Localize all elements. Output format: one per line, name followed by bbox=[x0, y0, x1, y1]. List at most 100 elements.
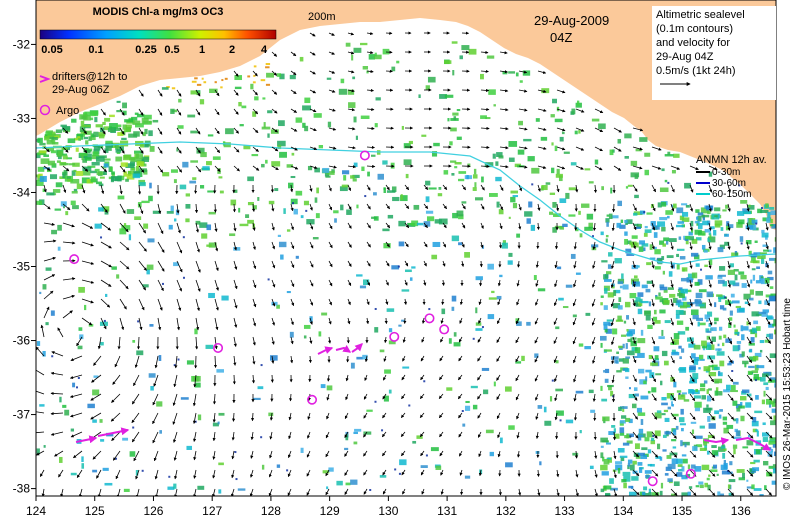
chl-patch bbox=[81, 463, 85, 469]
chl-patch bbox=[752, 467, 760, 472]
chl-patch bbox=[681, 392, 687, 395]
chl-patch bbox=[625, 376, 629, 379]
chl-patch bbox=[744, 362, 747, 368]
chl-patch bbox=[707, 210, 711, 215]
chl-patch bbox=[60, 162, 69, 166]
chl-patch bbox=[650, 463, 655, 467]
chl-patch bbox=[128, 234, 132, 241]
velocity-arrow bbox=[173, 374, 178, 388]
chl-patch bbox=[36, 180, 44, 186]
chl-patch bbox=[309, 316, 313, 323]
chl-patch bbox=[433, 142, 440, 147]
chl-patch bbox=[756, 326, 761, 331]
velocity-arrow bbox=[135, 488, 140, 496]
velocity-arrow bbox=[116, 488, 121, 496]
chl-patch bbox=[221, 79, 224, 82]
velocity-arrow bbox=[517, 260, 521, 268]
chl-patch bbox=[741, 334, 745, 341]
velocity-arrow bbox=[670, 469, 678, 477]
chl-patch bbox=[265, 66, 270, 69]
chl-patch bbox=[126, 209, 135, 214]
chl-patch bbox=[99, 176, 105, 179]
anmn-legend-label: 30-60m bbox=[712, 178, 746, 189]
chl-patch bbox=[52, 189, 61, 193]
chl-patch bbox=[662, 449, 667, 452]
velocity-arrow bbox=[41, 488, 45, 496]
chl-patch bbox=[701, 464, 710, 471]
velocity-arrow bbox=[214, 317, 219, 331]
chl-patch bbox=[115, 144, 119, 149]
velocity-arrow bbox=[366, 126, 375, 131]
chl-patch bbox=[773, 451, 776, 457]
chl-patch bbox=[600, 385, 603, 391]
velocity-arrow bbox=[573, 393, 577, 402]
chl-patch bbox=[194, 382, 201, 388]
velocity-arrow bbox=[593, 184, 598, 194]
chl-patch bbox=[134, 150, 143, 154]
velocity-arrow bbox=[157, 203, 162, 215]
velocity-arrow bbox=[573, 279, 577, 288]
chl-patch bbox=[766, 333, 771, 338]
chl-patch bbox=[754, 333, 758, 338]
chl-patch bbox=[772, 444, 776, 448]
chl-patch bbox=[654, 412, 662, 419]
velocity-arrow bbox=[309, 127, 317, 132]
chl-patch bbox=[261, 464, 265, 470]
drifter-tracks bbox=[75, 343, 772, 451]
chl-patch bbox=[701, 244, 706, 250]
chl-patch bbox=[712, 464, 718, 469]
chl-patch bbox=[714, 390, 718, 396]
chl-patch bbox=[740, 274, 747, 280]
chl-patch bbox=[628, 491, 637, 496]
chl-patch bbox=[206, 244, 212, 247]
chl-patch bbox=[604, 378, 609, 383]
velocity-arrow bbox=[347, 241, 352, 248]
chl-patch bbox=[143, 169, 148, 175]
chl-patch bbox=[773, 247, 776, 254]
velocity-arrow bbox=[90, 393, 102, 401]
chl-patch bbox=[705, 275, 713, 280]
velocity-arrow bbox=[328, 260, 333, 268]
chl-patch bbox=[379, 475, 387, 478]
chl-patch bbox=[738, 271, 745, 275]
velocity-arrow bbox=[366, 31, 374, 36]
chl-patch bbox=[367, 171, 370, 177]
velocity-arrow bbox=[290, 336, 294, 345]
chl-patch bbox=[665, 210, 673, 215]
chl-patch bbox=[764, 277, 770, 284]
velocity-arrow bbox=[214, 298, 219, 311]
velocity-arrow bbox=[478, 450, 482, 458]
velocity-arrow bbox=[670, 260, 674, 269]
chl-patch bbox=[673, 381, 677, 388]
chl-patch bbox=[647, 324, 653, 329]
velocity-arrow bbox=[366, 222, 371, 229]
chl-patch bbox=[286, 164, 293, 168]
chl-patch bbox=[208, 292, 215, 299]
chl-patch bbox=[411, 266, 416, 269]
chl-patch bbox=[224, 77, 228, 80]
chl-patch bbox=[138, 182, 146, 187]
chl-patch bbox=[685, 326, 690, 331]
chl-patch bbox=[706, 311, 713, 317]
chl-patch bbox=[137, 202, 142, 208]
chl-patch bbox=[771, 402, 776, 407]
velocity-arrow bbox=[708, 469, 716, 477]
altimetry-note-line: (0.1m contours) bbox=[656, 23, 733, 35]
chl-patch bbox=[698, 303, 705, 307]
velocity-arrow bbox=[592, 374, 596, 383]
velocity-arrow bbox=[133, 374, 140, 387]
velocity-arrow bbox=[535, 412, 539, 420]
chl-patch bbox=[59, 396, 62, 403]
velocity-arrow bbox=[632, 298, 636, 307]
chl-patch bbox=[773, 398, 776, 403]
velocity-arrow bbox=[479, 279, 483, 287]
chl-patch bbox=[600, 464, 608, 471]
chl-patch bbox=[302, 122, 306, 128]
velocity-arrow bbox=[72, 450, 83, 459]
chl-patch bbox=[600, 488, 605, 493]
chl-patch bbox=[650, 437, 655, 441]
chl-patch bbox=[178, 98, 182, 103]
chl-patch bbox=[676, 253, 680, 258]
chl-patch bbox=[430, 447, 439, 452]
chl-patch bbox=[629, 241, 637, 246]
